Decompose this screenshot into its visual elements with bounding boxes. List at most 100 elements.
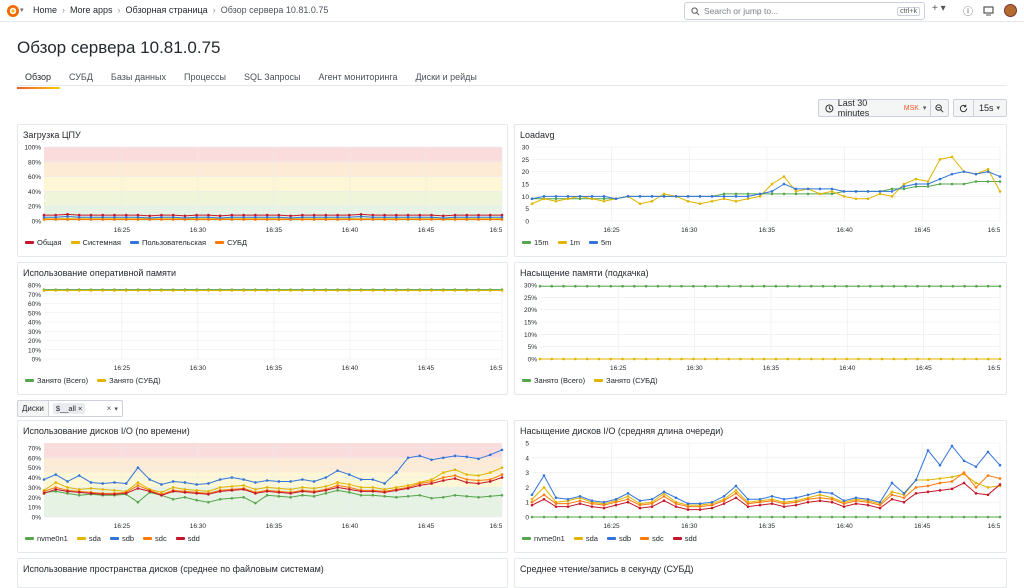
user-avatar[interactable]	[1004, 4, 1017, 17]
legend-item[interactable]: Занято (СУБД)	[594, 376, 658, 385]
data-point	[66, 492, 69, 495]
legend-item[interactable]: sdd	[672, 534, 697, 543]
chart-svg[interactable]: 0 5 10 15 20 25 30 16:25 16:30 16:35 16:40 16:45 16:…	[515, 125, 1006, 256]
legend-item[interactable]: sdd	[175, 534, 200, 543]
legend-item[interactable]: sdc	[143, 534, 167, 543]
panel-swap-saturation[interactable]: Насыщение памяти (подкачка) 0% 5% 10% 15% 20…	[514, 262, 1007, 395]
legend-item[interactable]: 5m	[589, 238, 611, 247]
help-icon[interactable]: ⓘ	[963, 7, 973, 18]
tab-dbms[interactable]: СУБД	[69, 72, 93, 82]
tab-overview[interactable]: Обзор	[17, 70, 60, 89]
legend-item[interactable]: 15m	[522, 238, 549, 247]
legend-item[interactable]: Общая	[25, 238, 62, 247]
chart-svg[interactable]: 0 1 2 3 4 5 16:25 16:30 16:35 16:40 16:45 16:5	[515, 421, 1006, 552]
legend-swatch	[573, 537, 583, 540]
legend-item[interactable]: sdb	[606, 534, 631, 543]
data-point	[739, 284, 742, 288]
threshold-band	[44, 161, 502, 177]
data-point	[136, 500, 140, 504]
legend-item[interactable]: СУБД	[215, 238, 247, 247]
panel-loadavg[interactable]: Loadavg 0 5 10 15 20 25 30 16:25 16:30 16:35 16:40…	[514, 124, 1007, 257]
chevron-down-icon[interactable]: ▾	[20, 7, 24, 14]
add-icon[interactable]: + ▾	[932, 3, 946, 14]
panel-disk-queue[interactable]: Насыщение дисков I/O (средняя длина очер…	[514, 420, 1007, 553]
data-point	[277, 487, 281, 490]
data-point	[938, 177, 942, 181]
legend-item[interactable]: sdc	[640, 534, 664, 543]
chevron-down-icon: ▾	[922, 105, 927, 112]
legend-item[interactable]: nvme0n1	[25, 534, 68, 543]
data-point	[734, 192, 738, 196]
data-point	[914, 185, 918, 188]
data-point	[890, 490, 894, 494]
variable-select[interactable]: $__all × × ▾	[48, 400, 123, 417]
legend-item[interactable]: Системная	[70, 238, 121, 247]
data-point	[113, 218, 116, 221]
data-point	[500, 289, 504, 292]
panel-disk-space[interactable]: Использование пространства дисков (средн…	[17, 558, 508, 588]
legend-item[interactable]: Пользовательская	[129, 238, 206, 247]
legend-item[interactable]: nvme0n1	[522, 534, 565, 543]
data-point	[854, 190, 858, 193]
data-point	[974, 486, 978, 489]
breadcrumb-home[interactable]: Home	[33, 5, 58, 15]
legend-item[interactable]: Занято (Всего)	[522, 376, 585, 385]
series-line	[43, 467, 503, 493]
tab-databases[interactable]: Базы данных	[110, 72, 166, 82]
data-point	[751, 284, 754, 288]
tab-processes[interactable]: Процессы	[184, 72, 227, 82]
data-point	[786, 357, 789, 361]
search-input[interactable]: Search or jump to... ctrl+k	[684, 2, 925, 20]
panel-disk-io-time[interactable]: Использование дисков I/O (по времени) 0%…	[17, 420, 508, 553]
grafana-logo-icon[interactable]	[6, 4, 20, 18]
legend-item[interactable]: sdb	[109, 534, 134, 543]
data-point	[218, 478, 222, 481]
panel-cpu-load[interactable]: Загрузка ЦПУ 0% 20% 40% 60% 80% 100% 16:25 16:3…	[17, 124, 508, 257]
data-point	[301, 213, 304, 217]
tab-sql-queries[interactable]: SQL Запросы	[244, 72, 301, 82]
legend-label: Занято (СУБД)	[109, 376, 161, 385]
data-point	[488, 480, 492, 483]
x-tick-label: 16:30	[190, 227, 207, 234]
panel-ram-usage[interactable]: Использование оперативной памяти 0% 10% 20…	[17, 262, 508, 395]
refresh-picker[interactable]: 15s ▾	[953, 99, 1007, 117]
legend-item[interactable]: 1m	[557, 238, 580, 247]
data-point	[902, 182, 906, 186]
data-point	[585, 284, 589, 288]
legend-item[interactable]: Занято (Всего)	[25, 376, 88, 385]
data-point	[542, 197, 546, 201]
chart-svg[interactable]: 0% 10% 20% 30% 40% 50% 60% 70% 16:25 16:30 16:35 16…	[18, 421, 507, 552]
data-point	[809, 357, 813, 361]
data-point	[633, 284, 636, 288]
data-point	[806, 515, 810, 519]
chevron-down-icon: ▾	[996, 105, 1001, 112]
news-icon[interactable]	[983, 6, 994, 16]
chart-svg[interactable]: 0% 5% 10% 15% 20% 25% 30% 16:25 16:30 16:35 16:40 1…	[515, 263, 1006, 394]
data-point	[578, 515, 582, 519]
data-point	[746, 497, 750, 501]
tab-monitoring-agent[interactable]: Агент мониторинга	[318, 72, 398, 82]
data-point	[854, 502, 858, 505]
breadcrumb-overview[interactable]: Обзорная страница	[125, 5, 208, 15]
data-point	[418, 216, 422, 219]
legend-label: 5m	[601, 238, 612, 247]
chart-svg[interactable]: 0% 10% 20% 30% 40% 50% 60% 70% 80% 16:25 16:30 16:3…	[18, 263, 507, 394]
breadcrumb-more-apps[interactable]: More apps	[70, 5, 113, 15]
data-point	[66, 490, 69, 493]
tab-disks-raids[interactable]: Диски и рейды	[415, 72, 477, 82]
data-point	[986, 167, 990, 171]
refresh-icon[interactable]	[954, 100, 974, 116]
x-tick-label: 16:45	[418, 523, 435, 530]
legend-item[interactable]: sda	[76, 534, 101, 543]
data-point	[786, 284, 789, 288]
clear-icon[interactable]: ×	[106, 404, 112, 413]
data-point	[324, 216, 328, 219]
zoom-out-icon[interactable]	[930, 100, 948, 116]
legend-item[interactable]: sda	[573, 534, 598, 543]
data-point	[324, 218, 328, 221]
legend-item[interactable]: Занято (СУБД)	[97, 376, 161, 385]
panel-dbms-rw[interactable]: Среднее чтение/запись в секунду (СУБД)	[514, 558, 1007, 588]
chart-svg[interactable]: 0% 20% 40% 60% 80% 100% 16:25 16:30 16:35 16:40 16…	[18, 125, 507, 256]
legend-swatch	[143, 537, 153, 540]
time-range-picker[interactable]: Last 30 minutes MSK ▾	[818, 98, 949, 118]
